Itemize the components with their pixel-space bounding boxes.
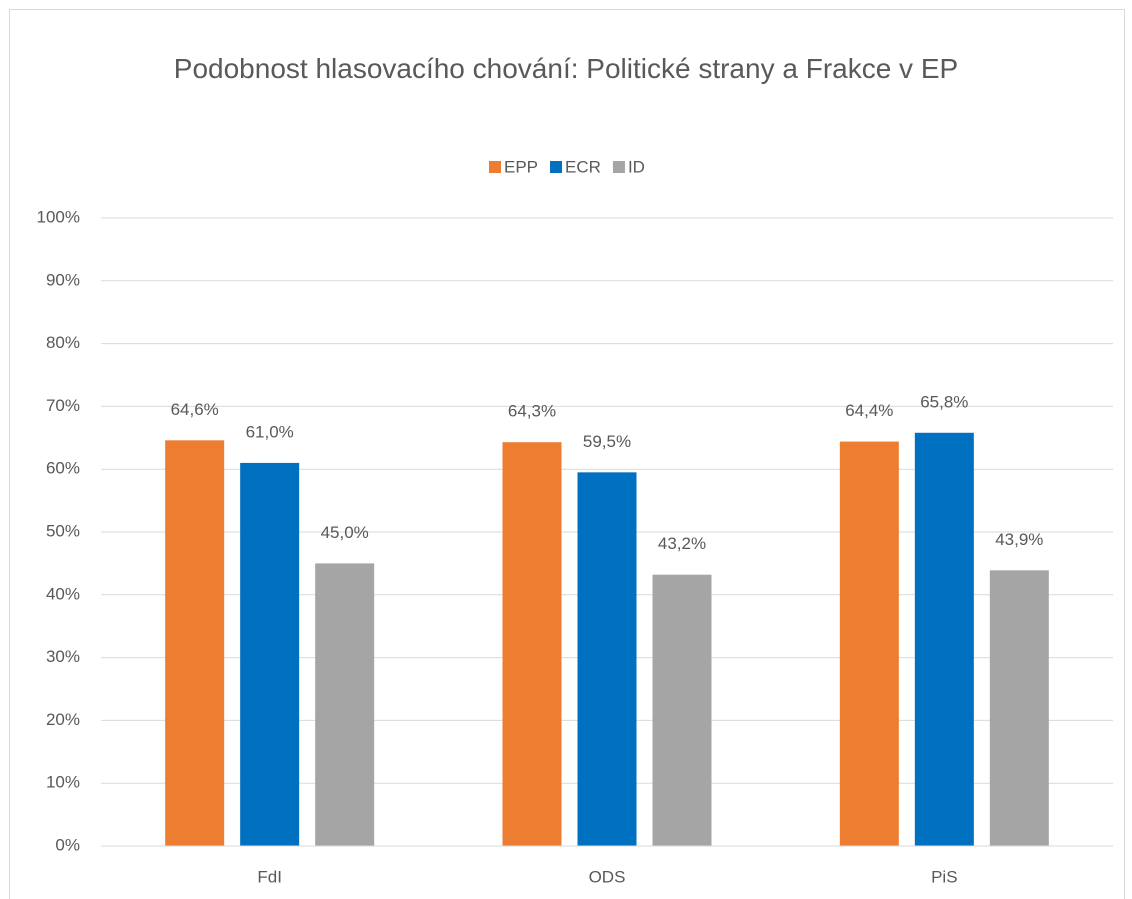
bar [240, 462, 300, 846]
y-tick-label: 60% [46, 459, 80, 478]
legend-label: EPP [504, 157, 538, 176]
y-tick-label: 50% [46, 521, 80, 540]
bar [502, 442, 562, 846]
x-tick-label: FdI [257, 867, 282, 886]
data-label: 45,0% [321, 523, 369, 542]
legend-label: ID [628, 157, 645, 176]
data-label: 43,2% [658, 534, 706, 553]
data-label: 64,4% [845, 401, 893, 420]
y-tick-label: 40% [46, 584, 80, 603]
legend-swatch [489, 161, 501, 173]
y-tick-label: 10% [46, 773, 80, 792]
legend-swatch [550, 161, 563, 173]
chart-border [9, 9, 1125, 899]
chart-title: Podobnost hlasovacího chování: Politické… [173, 53, 959, 84]
data-label: 59,5% [583, 432, 631, 451]
y-tick-label: 80% [46, 333, 80, 352]
legend-label: ECR [565, 157, 601, 176]
bar [989, 570, 1049, 846]
x-tick-label: PiS [931, 867, 957, 886]
y-tick-label: 0% [55, 835, 80, 854]
y-tick-label: 20% [46, 710, 80, 729]
bar [839, 441, 899, 846]
y-tick-label: 100% [37, 207, 80, 226]
bar [652, 574, 712, 846]
legend-swatch [612, 161, 625, 173]
bar [315, 563, 375, 846]
data-label: 65,8% [920, 392, 968, 411]
y-tick-label: 90% [46, 270, 80, 289]
bar [165, 440, 225, 846]
y-tick-label: 30% [46, 647, 80, 666]
data-label: 43,9% [995, 530, 1043, 549]
data-label: 61,0% [246, 422, 294, 441]
bar [577, 472, 637, 846]
data-label: 64,3% [508, 402, 556, 421]
y-tick-label: 70% [46, 396, 80, 415]
data-label: 64,6% [171, 400, 219, 419]
bar [914, 432, 974, 846]
x-tick-label: ODS [589, 867, 626, 886]
